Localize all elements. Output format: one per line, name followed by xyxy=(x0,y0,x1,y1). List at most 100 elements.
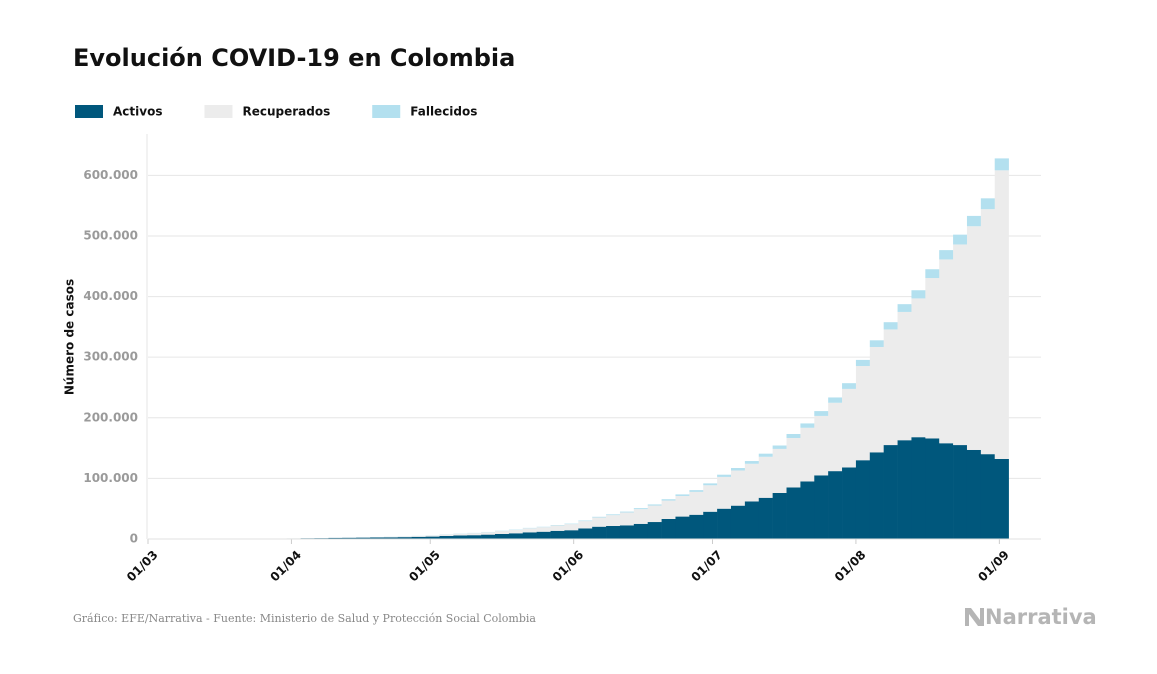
bar-segment xyxy=(800,423,815,428)
bar-segment xyxy=(342,537,357,539)
bar-segment xyxy=(647,504,662,506)
bar-segment xyxy=(578,521,593,529)
logo: Narrativa xyxy=(965,605,1097,629)
bar-segment xyxy=(758,456,773,498)
bar-segment xyxy=(467,533,482,536)
bar-segment xyxy=(966,226,982,450)
bar-segment xyxy=(814,415,829,476)
bar-segment xyxy=(786,487,801,539)
bar-segment xyxy=(925,278,940,439)
x-tick-label: 01/03 xyxy=(124,548,161,585)
bar-segment xyxy=(564,524,579,531)
bar-segment xyxy=(633,509,649,524)
bar-segment xyxy=(689,514,704,539)
bar-segment xyxy=(703,483,718,486)
bar-segment xyxy=(397,537,413,539)
bar-segment xyxy=(994,170,1009,460)
bar-segment xyxy=(411,536,426,539)
bar-segment xyxy=(980,209,996,455)
legend-swatch xyxy=(204,105,233,118)
source: Gráfico: EFE/Narrativa - Fuente: Ministe… xyxy=(73,612,536,625)
bar-segment xyxy=(495,533,510,539)
bar-segment xyxy=(356,537,371,539)
bar-segment xyxy=(897,440,912,539)
bar-segment xyxy=(994,459,1009,539)
bar-segment xyxy=(744,461,760,464)
bar-segment xyxy=(675,494,690,496)
bar-segment xyxy=(786,437,801,488)
bar-segment xyxy=(411,536,426,537)
y-tick-label: 600.000 xyxy=(83,168,138,182)
bar-segment xyxy=(564,530,579,539)
bar-segment xyxy=(828,402,843,472)
bar-segment xyxy=(661,499,676,501)
bar-segment xyxy=(800,427,815,482)
bar-segment xyxy=(578,520,593,522)
chart-title: Evolución COVID-19 en Colombia xyxy=(73,44,515,72)
y-tick-label: 100.000 xyxy=(83,471,138,485)
x-tick-label: 01/06 xyxy=(550,548,587,585)
bar-segment xyxy=(481,532,496,535)
legend-label: Recuperados xyxy=(242,105,330,119)
bar-segment xyxy=(508,529,524,534)
bar-segment xyxy=(383,537,399,539)
bar-segment xyxy=(536,527,551,532)
bar-segment xyxy=(592,516,607,518)
x-tick-label: 01/08 xyxy=(832,548,869,585)
bar-segment xyxy=(439,534,454,536)
bar-segment xyxy=(522,532,537,539)
bar-segment xyxy=(606,514,621,516)
bar-segment xyxy=(925,269,940,279)
bar-segment xyxy=(606,515,621,526)
y-tick-label: 400.000 xyxy=(83,289,138,303)
bar-segment xyxy=(966,449,982,539)
x-tick-label: 01/05 xyxy=(406,548,443,585)
bar-segment xyxy=(883,322,898,330)
bar-segment xyxy=(619,512,635,526)
y-tick-label: 300.000 xyxy=(83,350,138,364)
bar-segment xyxy=(550,530,565,539)
bar-segment xyxy=(550,525,565,531)
bar-segment xyxy=(883,445,898,539)
bar-segment xyxy=(897,304,912,312)
y-tick-label: 0 xyxy=(130,532,138,546)
x-tick-label: 01/04 xyxy=(267,548,304,585)
bar-segment xyxy=(647,522,662,539)
logo-text: Narrativa xyxy=(985,605,1097,629)
bar-segment xyxy=(897,311,912,441)
y-tick-label: 500.000 xyxy=(83,228,138,242)
logo-mark xyxy=(965,608,984,626)
bar-segment xyxy=(536,531,551,539)
bars xyxy=(175,158,1009,539)
bar-segment xyxy=(453,535,468,539)
bar-segment xyxy=(842,388,857,468)
bar-segment xyxy=(522,528,537,533)
bar-segment xyxy=(772,492,787,539)
bar-segment xyxy=(869,452,884,539)
bar-segment xyxy=(953,234,968,245)
bar-segment xyxy=(439,535,454,539)
bar-segment xyxy=(717,476,732,509)
bar-segment xyxy=(855,366,871,461)
bar-segment xyxy=(939,250,954,260)
bar-segment xyxy=(508,533,524,539)
legend: Activos Recuperados Fallecidos xyxy=(75,105,477,119)
bar-segment xyxy=(939,443,954,539)
bar-segment xyxy=(814,411,829,416)
legend-label: Activos xyxy=(113,105,162,119)
bar-segment xyxy=(883,329,898,446)
bar-segment xyxy=(744,501,760,539)
legend-swatch xyxy=(372,105,401,118)
bar-segment xyxy=(481,534,496,539)
bar-segment xyxy=(800,481,815,539)
bar-segment xyxy=(703,485,718,512)
bar-segment xyxy=(758,453,773,457)
bar-segment xyxy=(717,508,732,539)
bar-segment xyxy=(772,445,787,449)
grid xyxy=(148,174,1041,540)
bar-segment xyxy=(980,198,996,210)
bar-segment xyxy=(619,511,635,513)
bar-segment xyxy=(606,525,621,539)
bar-segment xyxy=(869,340,884,347)
y-tick-label: 200.000 xyxy=(83,410,138,424)
